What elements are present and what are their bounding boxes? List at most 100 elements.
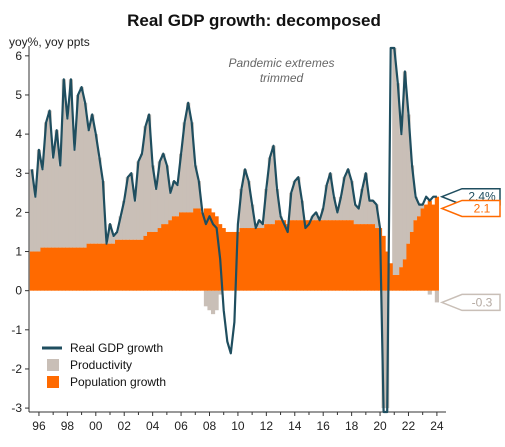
- population-bar: [424, 204, 429, 291]
- productivity-bar: [139, 153, 145, 240]
- population-bar: [406, 243, 411, 291]
- population-bar: [392, 275, 397, 291]
- population-bar: [150, 231, 155, 291]
- population-bar: [246, 228, 251, 291]
- population-bar: [306, 220, 312, 291]
- productivity-bar: [356, 208, 361, 225]
- population-bar: [189, 212, 194, 291]
- population-bar: [388, 263, 393, 291]
- y-tick-label: 1: [15, 245, 22, 259]
- productivity-bar: [107, 224, 113, 244]
- productivity-bar: [399, 134, 404, 268]
- productivity-bar: [115, 231, 120, 240]
- population-bar: [356, 224, 361, 291]
- productivity-bar: [335, 212, 340, 221]
- population-bar: [328, 220, 333, 291]
- population-bar: [200, 212, 205, 291]
- population-bar: [93, 243, 98, 291]
- population-bar: [168, 220, 173, 291]
- productivity-bar: [257, 220, 262, 229]
- population-bar: [345, 220, 351, 291]
- gdp-growth-line: [30, 46, 437, 414]
- productivity-bar: [314, 212, 319, 221]
- productivity-bar: [342, 177, 347, 221]
- productivity-bar: [210, 290, 216, 315]
- legend-swatch-population: [47, 376, 59, 388]
- end-label-text: -0.3: [472, 295, 493, 309]
- x-tick-label: 04: [146, 419, 160, 433]
- productivity-bar: [299, 200, 304, 221]
- pandemic-annotation: Pandemic extremes trimmed: [228, 56, 334, 85]
- y-tick-label: 0: [15, 284, 22, 298]
- population-bar: [75, 247, 81, 291]
- annotation-line: trimmed: [260, 71, 304, 85]
- population-bar: [374, 228, 379, 291]
- productivity-bar: [147, 114, 152, 232]
- population-bar: [125, 239, 130, 291]
- x-tick-label: 12: [260, 419, 274, 433]
- productivity-bar: [218, 290, 223, 295]
- population-bar: [367, 224, 372, 291]
- population-bar: [147, 231, 152, 291]
- productivity-bar: [271, 145, 276, 225]
- population-bar: [235, 231, 240, 291]
- population-bar: [324, 220, 329, 291]
- population-bar: [129, 239, 134, 291]
- y-tick-label: 6: [15, 49, 22, 63]
- population-bar: [242, 228, 248, 291]
- x-tick-label: 02: [118, 419, 132, 433]
- population-bar: [186, 212, 191, 291]
- productivity-bar: [296, 177, 301, 221]
- x-tick-label: 18: [345, 419, 359, 433]
- population-bar: [353, 224, 358, 291]
- population-bar: [164, 224, 169, 291]
- population-bar: [285, 224, 290, 291]
- productivity-bar: [409, 165, 415, 232]
- annotation-line: Pandemic extremes: [228, 56, 334, 70]
- x-tick-label: 00: [89, 419, 103, 433]
- productivity-bar: [292, 181, 297, 221]
- population-bar: [36, 251, 42, 291]
- legend-label-productivity: Productivity: [70, 358, 132, 372]
- productivity-bar: [29, 169, 34, 252]
- population-bar: [225, 231, 230, 291]
- population-bar: [253, 228, 258, 291]
- productivity-bar: [97, 157, 102, 244]
- population-bar: [47, 247, 52, 291]
- productivity-bar: [161, 153, 166, 225]
- y-tick-label: -2: [11, 362, 22, 376]
- population-bar: [338, 220, 344, 291]
- productivity-bar: [93, 134, 98, 244]
- population-bar: [289, 220, 294, 291]
- x-tick-label: 22: [402, 419, 416, 433]
- population-bar: [193, 208, 198, 291]
- productivity-bar: [345, 169, 351, 221]
- y-tick-label: -3: [11, 401, 22, 415]
- end-label-callout: [439, 199, 501, 218]
- y-axis-unit-label: yoy%, yoy ppts: [9, 35, 90, 49]
- productivity-bar: [150, 165, 155, 232]
- productivity-bar: [331, 196, 336, 221]
- population-bar: [86, 243, 91, 291]
- population-bar: [161, 224, 166, 291]
- legend: Real GDP growth Productivity Population gr…: [42, 341, 166, 389]
- x-tick-label: 24: [430, 419, 444, 433]
- population-bar: [363, 224, 368, 291]
- productivity-bar: [40, 169, 45, 248]
- population-bar: [431, 204, 436, 291]
- productivity-bar: [171, 181, 177, 217]
- productivity-bar: [324, 184, 329, 221]
- productivity-bar: [242, 169, 248, 229]
- population-bar: [97, 243, 102, 291]
- chart-title: Real GDP growth: decomposed: [127, 11, 381, 30]
- population-bar: [260, 228, 265, 291]
- population-bar: [182, 212, 187, 291]
- productivity-bar: [193, 165, 198, 209]
- population-bar: [61, 247, 66, 291]
- productivity-bar: [367, 200, 372, 225]
- x-tick-label: 06: [174, 419, 188, 433]
- population-bar: [29, 251, 34, 291]
- productivity-bar: [406, 114, 411, 244]
- productivity-bar: [72, 149, 77, 248]
- productivity-bar: [321, 208, 326, 221]
